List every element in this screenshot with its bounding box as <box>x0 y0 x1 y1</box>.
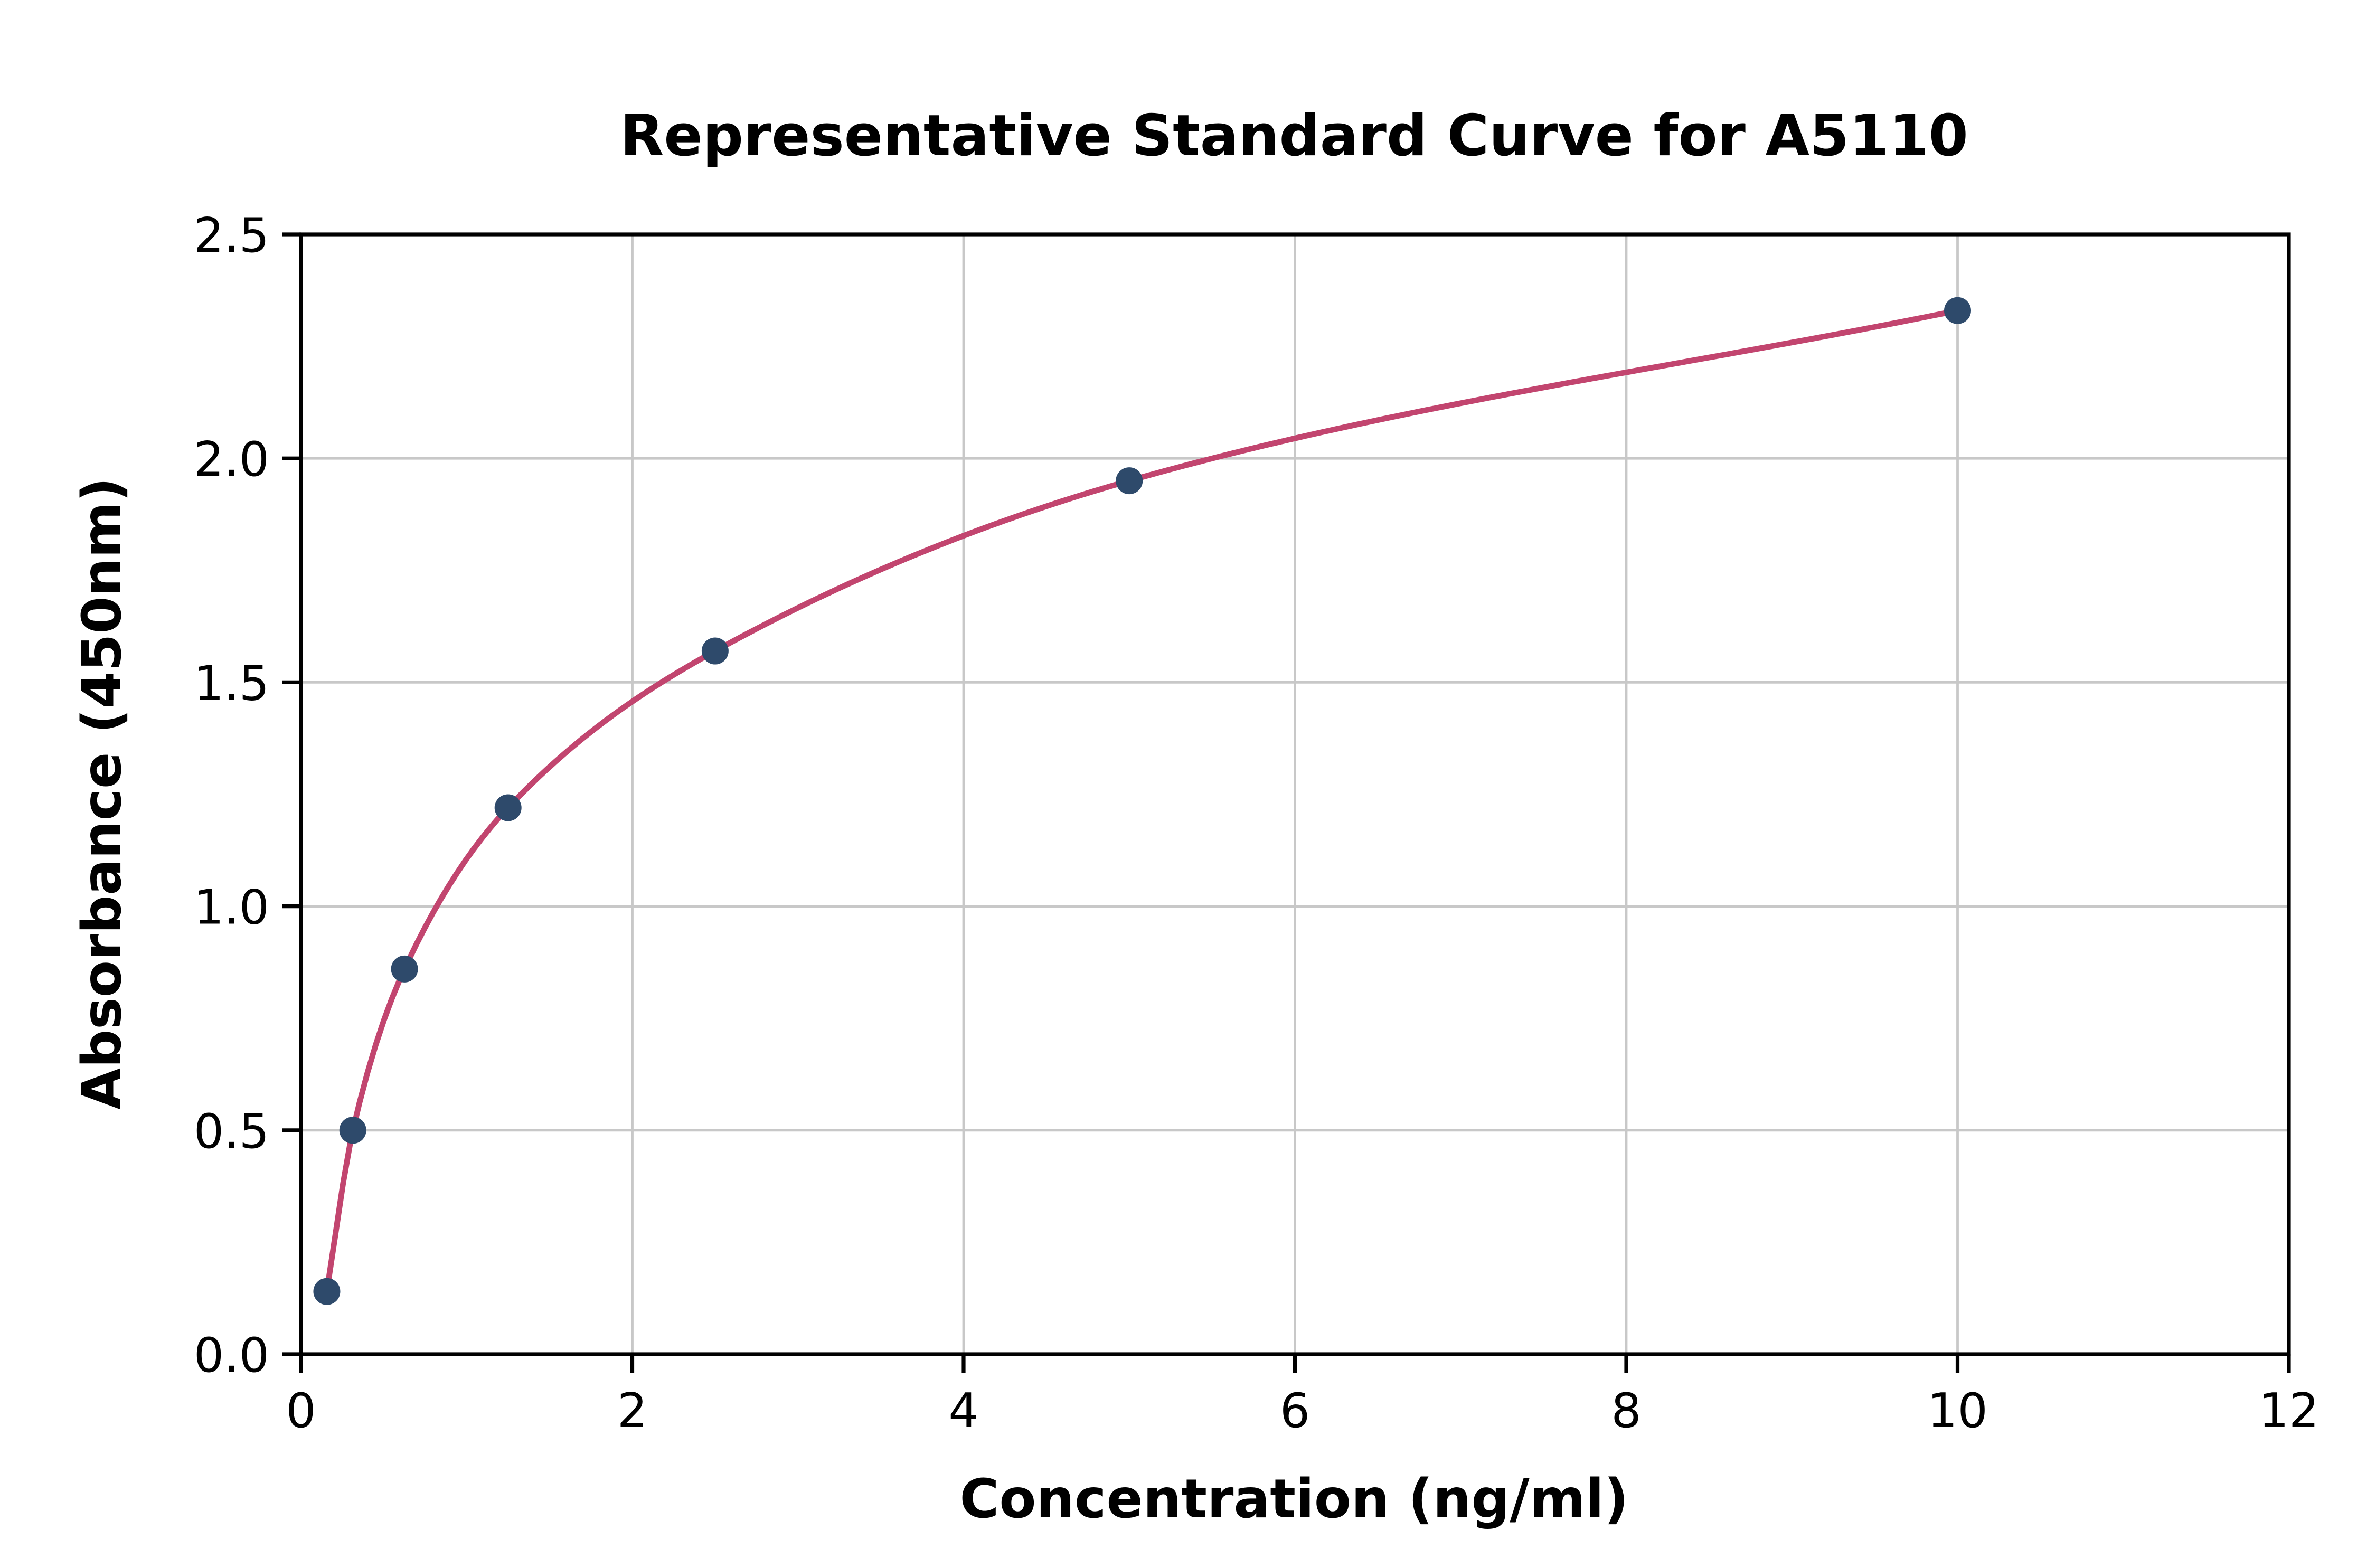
y-tick-label: 2.5 <box>194 208 269 263</box>
data-point <box>313 1278 341 1305</box>
x-tick-label: 12 <box>2259 1383 2320 1439</box>
data-point <box>1116 467 1143 495</box>
data-point <box>1944 297 1971 324</box>
chart-title: Representative Standard Curve for A5110 <box>620 103 1968 169</box>
y-axis-label: Absorbance (450nm) <box>71 477 134 1110</box>
x-tick-label: 10 <box>1927 1383 1988 1439</box>
data-point <box>339 1117 366 1144</box>
x-tick-label: 4 <box>948 1383 978 1439</box>
x-axis-label: Concentration (ng/ml) <box>960 1468 1629 1531</box>
y-tick-label: 1.5 <box>194 656 269 711</box>
y-tick-label: 2.0 <box>194 432 269 487</box>
y-tick-label: 0.0 <box>194 1328 269 1383</box>
data-point <box>701 637 729 665</box>
axis-ticks: 0 2 4 6 8 10 12 0.0 0.5 1.0 1.5 2.0 2.5 <box>194 208 2319 1439</box>
x-tick-label: 0 <box>286 1383 316 1439</box>
x-tick-label: 8 <box>1611 1383 1641 1439</box>
data-series <box>313 297 1971 1305</box>
y-tick-label: 0.5 <box>194 1104 269 1159</box>
data-point <box>494 794 522 821</box>
x-tick-label: 2 <box>617 1383 647 1439</box>
data-point <box>391 955 418 983</box>
x-tick-label: 6 <box>1280 1383 1310 1439</box>
y-tick-label: 1.0 <box>194 880 269 936</box>
